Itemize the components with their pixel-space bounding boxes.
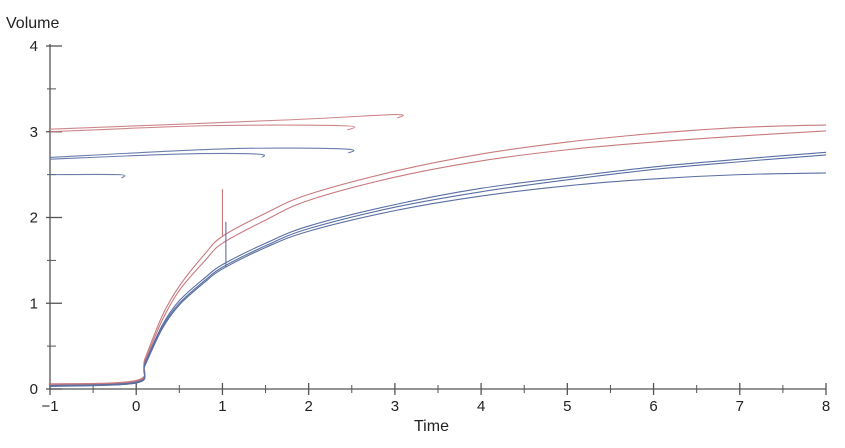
series-line-5 (49, 172, 827, 387)
x-tick-label: 4 (477, 398, 485, 415)
axes (46, 44, 827, 395)
spike-marks (221, 189, 227, 268)
x-tick-label: −1 (41, 398, 58, 415)
reference-line-2 (49, 124, 356, 133)
y-tick-label: 4 (30, 38, 38, 55)
x-tick-label: 7 (736, 398, 744, 415)
series-line-3 (49, 151, 827, 387)
reference-lines (49, 114, 404, 179)
y-tick-label: 0 (30, 381, 38, 398)
x-tick-label: 8 (822, 398, 830, 415)
reference-line-4 (49, 152, 265, 160)
y-tick-label: 3 (30, 124, 38, 141)
reference-line-1 (49, 114, 404, 130)
x-tick-label: 5 (563, 398, 571, 415)
series-line-1 (49, 124, 827, 385)
x-tick-label: 1 (218, 398, 226, 415)
reference-line-5 (49, 173, 126, 179)
reference-line-3 (49, 147, 355, 159)
x-axis-title: Time (414, 418, 449, 435)
x-tick-label: 0 (132, 398, 140, 415)
x-tick-label: 2 (304, 398, 312, 415)
series-line-2 (49, 130, 827, 386)
y-tick-label: 2 (30, 210, 38, 227)
x-tick-label: 3 (391, 398, 399, 415)
series-line-4 (49, 154, 827, 387)
series-lines (49, 124, 827, 387)
y-tick-label: 1 (30, 295, 38, 312)
x-tick-label: 6 (649, 398, 657, 415)
y-axis-title: Volume (6, 15, 59, 32)
